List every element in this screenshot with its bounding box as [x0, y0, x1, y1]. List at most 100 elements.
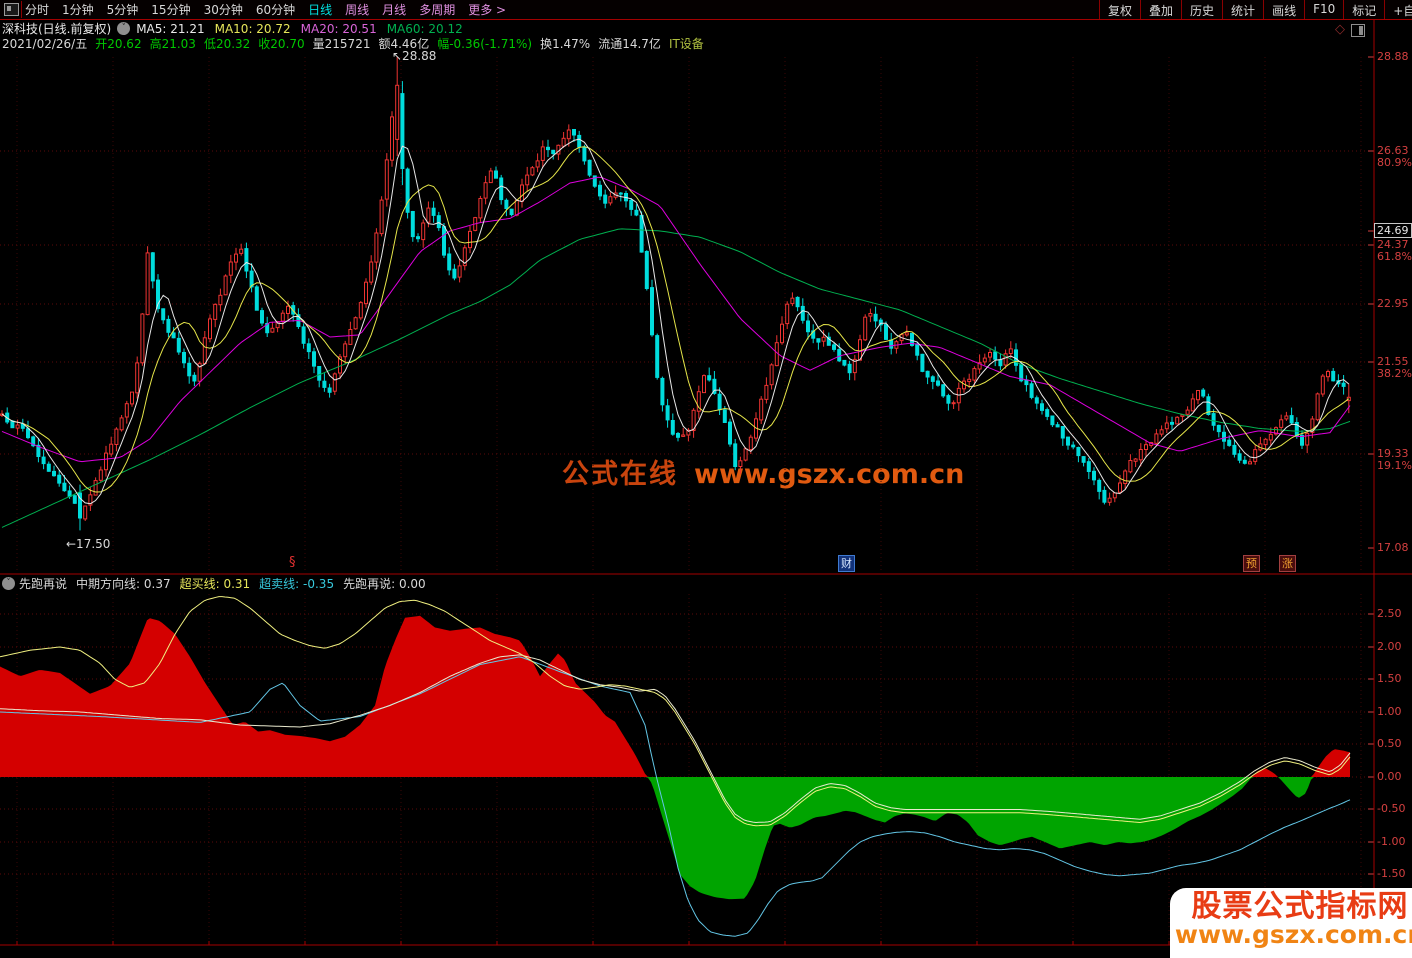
menu-item-draw-line[interactable]: 画线 — [1263, 0, 1304, 19]
candle-body-up — [202, 337, 207, 364]
candle-body-up — [1310, 418, 1315, 433]
menu-item-weekly[interactable]: 周线 — [345, 3, 370, 17]
candle-body-up — [343, 343, 348, 358]
candle-body-down — [1232, 444, 1237, 455]
candle-body-down — [72, 495, 77, 504]
candle-body-up — [140, 313, 145, 364]
earnings-marker[interactable]: 财 — [838, 555, 855, 572]
candle-body-up — [228, 261, 233, 276]
candle-body-up — [280, 312, 285, 322]
candle-body-up — [988, 352, 992, 358]
indicator-name[interactable]: 先跑再说 — [19, 577, 68, 591]
menu-item-realtime[interactable]: 分时 — [25, 3, 50, 17]
candle-body-down — [1300, 434, 1304, 446]
candle-body-up — [390, 116, 394, 161]
candle-body-down — [171, 332, 176, 339]
candle-body-down — [52, 470, 56, 477]
quote-industry[interactable]: IT设备 — [668, 37, 704, 51]
candle-body-down — [878, 319, 883, 326]
midterm-direction-line — [0, 654, 1351, 824]
candle-body-up — [790, 297, 795, 305]
menu-item-1min[interactable]: 1分钟 — [62, 3, 94, 17]
candle-body-down — [1331, 370, 1336, 382]
candle-body-down — [655, 335, 660, 378]
candle-body-down — [1071, 444, 1076, 448]
candle-body-up — [972, 368, 977, 381]
clock-icon[interactable]: ˅ — [117, 22, 131, 35]
menu-item-mark[interactable]: 标记 — [1343, 0, 1384, 19]
stock-name[interactable]: 深科技(日线.前复权) — [2, 22, 112, 36]
candle-body-down — [582, 146, 587, 162]
candle-body-down — [587, 159, 592, 176]
candle-body-up — [691, 409, 696, 431]
menu-item-multiperiod[interactable]: 多周期 — [419, 3, 456, 17]
candle-body-up — [364, 281, 368, 305]
quote-high: 高21.03 — [149, 37, 196, 51]
candle-body-up — [286, 305, 290, 314]
candle-body-down — [416, 236, 420, 240]
candle-body-down — [676, 433, 680, 438]
menu-item-monthly[interactable]: 月线 — [382, 3, 407, 17]
candle-body-down — [806, 320, 810, 333]
candle-body-up — [223, 275, 228, 296]
candle-body-down — [1060, 426, 1065, 439]
quote-amount: 额4.46亿 — [378, 37, 430, 51]
candle-body-down — [436, 215, 441, 229]
menu-item-daily[interactable]: 日线 — [308, 3, 333, 17]
menu-item-30min[interactable]: 30分钟 — [203, 3, 243, 17]
candle-body-down — [572, 129, 576, 136]
collapse-icon[interactable]: ˅ — [2, 577, 15, 590]
menu-item-adjust-price[interactable]: 复权 — [1099, 0, 1140, 19]
candle-body-down — [873, 313, 878, 322]
candle-body-up — [1196, 390, 1200, 401]
menu-item-60min[interactable]: 60分钟 — [255, 3, 296, 17]
candle-body-up — [197, 362, 202, 382]
menu-item-f10[interactable]: F10 — [1304, 0, 1343, 19]
menubar: 分时 1分钟 5分钟 15分钟 30分钟 60分钟 日线 周线 月线 多周期 更… — [0, 0, 1412, 20]
candle-body-up — [135, 362, 140, 394]
watermark-site-url: www.gszx.com.cn — [1174, 920, 1412, 949]
candle-body-up — [769, 364, 774, 386]
candle-body-down — [837, 349, 842, 362]
menu-item-15min[interactable]: 15分钟 — [151, 3, 191, 17]
candle-body-up — [821, 336, 826, 342]
forecast-marker[interactable]: 预 — [1243, 555, 1260, 572]
candle-body-down — [150, 252, 155, 282]
candle-body-down — [31, 436, 36, 447]
window-icon[interactable] — [4, 3, 19, 16]
menu-item-5min[interactable]: 5分钟 — [106, 3, 139, 17]
candle-body-down — [1045, 409, 1050, 417]
candle-body-down — [447, 253, 452, 271]
candle-body-up — [1123, 470, 1128, 484]
menu-item-add-watchlist[interactable]: +自选 — [1384, 0, 1412, 19]
candle-body-up — [525, 174, 530, 186]
candle-body-down — [291, 305, 296, 315]
ma5-line — [1, 138, 1350, 505]
candle-body-down — [182, 352, 186, 364]
corner-watermark: 股票公式指标网 www.gszx.com.cn — [1170, 888, 1412, 958]
candle-body-down — [618, 192, 623, 195]
candle-body-up — [374, 232, 379, 263]
candle-body-up — [104, 452, 108, 471]
dividend-marker[interactable]: § — [289, 555, 296, 570]
surge-marker[interactable]: 涨 — [1279, 555, 1296, 572]
candle-body-up — [93, 480, 98, 496]
candle-body-up — [759, 398, 764, 421]
candle-body-up — [696, 391, 701, 412]
menu-item-history[interactable]: 历史 — [1181, 0, 1222, 19]
candle-body-down — [41, 456, 46, 465]
candle-body-up — [764, 384, 769, 400]
ma5-value: MA5: 21.21 — [136, 21, 205, 36]
split-window-icon[interactable] — [1351, 24, 1365, 37]
menu-item-overlay[interactable]: 叠加 — [1140, 0, 1181, 19]
candle-body-up — [332, 373, 337, 392]
menu-item-statistics[interactable]: 统计 — [1222, 0, 1263, 19]
candle-body-up — [218, 294, 223, 306]
candle-body-down — [795, 296, 800, 308]
candle-body-down — [317, 366, 322, 381]
candle-body-down — [998, 359, 1003, 367]
menu-item-more[interactable]: 更多 > — [468, 3, 507, 17]
candle-body-up — [358, 302, 363, 319]
candle-body-down — [816, 338, 821, 343]
